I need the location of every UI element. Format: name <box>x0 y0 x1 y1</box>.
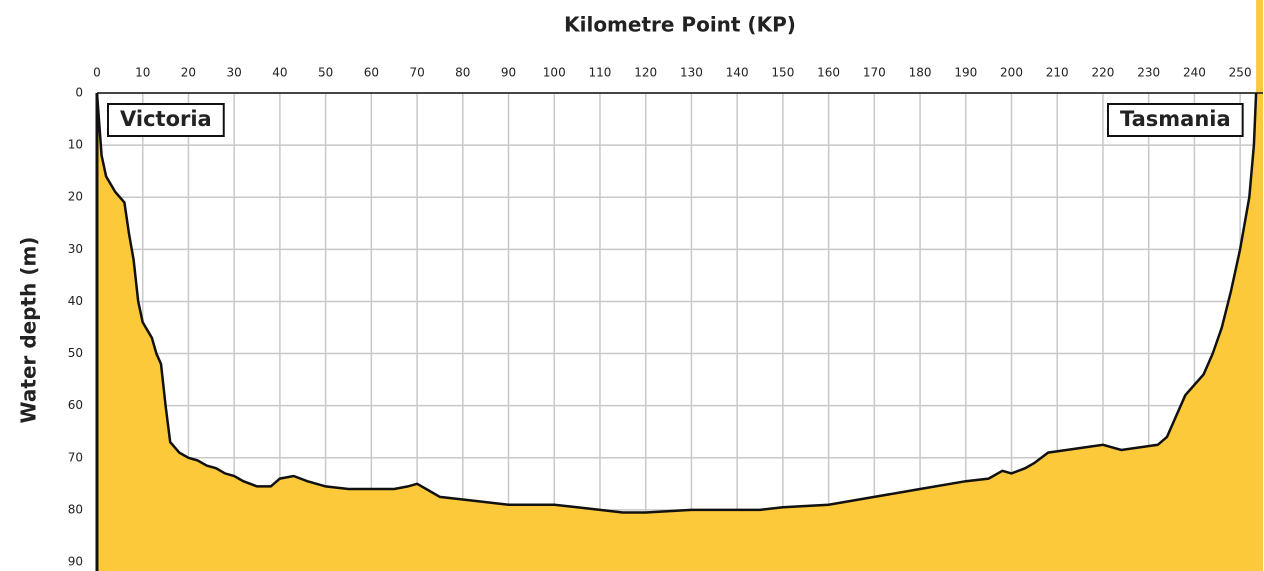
x-tick-label: 50 <box>318 66 333 80</box>
x-tick-label: 170 <box>863 66 886 80</box>
y-tick-label: 70 <box>68 450 83 464</box>
x-tick-label: 90 <box>501 66 516 80</box>
x-tick-label: 70 <box>409 66 424 80</box>
x-tick-label: 120 <box>634 66 657 80</box>
x-tick-label: 150 <box>771 66 794 80</box>
x-tick-label: 40 <box>272 66 287 80</box>
x-tick-label: 240 <box>1183 66 1206 80</box>
y-tick-label: 50 <box>68 346 83 360</box>
area-fill <box>97 0 1263 571</box>
y-tick-label: 30 <box>68 242 83 256</box>
annotation-box <box>1107 103 1244 137</box>
annotation: Victoria <box>120 107 212 131</box>
y-tick-label: 0 <box>75 86 83 100</box>
x-tick-label: 180 <box>909 66 932 80</box>
annotation: Tasmania <box>1120 107 1231 131</box>
y-tick-label: 20 <box>68 190 83 204</box>
y-axis-label: Water depth (m) <box>17 237 41 424</box>
chart-title: Kilometre Point (KP) <box>564 13 796 37</box>
x-tick-label: 110 <box>589 66 612 80</box>
x-tick-label: 220 <box>1092 66 1115 80</box>
x-tick-label: 20 <box>181 66 196 80</box>
x-tick-label: 210 <box>1046 66 1069 80</box>
x-tick-label: 30 <box>227 66 242 80</box>
x-tick-label: 200 <box>1000 66 1023 80</box>
annotation-box <box>107 103 225 137</box>
x-tick-label: 250 <box>1229 66 1252 80</box>
x-tick-label: 140 <box>726 66 749 80</box>
y-tick-label: 40 <box>68 294 83 308</box>
x-tick-label: 230 <box>1137 66 1160 80</box>
x-tick-label: 190 <box>954 66 977 80</box>
area-line <box>95 92 1258 514</box>
y-tick-label: 10 <box>68 138 83 152</box>
x-tick-label: 100 <box>543 66 566 80</box>
x-tick-label: 0 <box>93 66 101 80</box>
x-tick-label: 60 <box>364 66 379 80</box>
x-tick-label: 10 <box>135 66 150 80</box>
y-tick-label: 60 <box>68 398 83 412</box>
y-tick-label: 90 <box>68 555 83 569</box>
x-tick-label: 160 <box>817 66 840 80</box>
y-tick-label: 80 <box>68 502 83 516</box>
x-tick-label: 130 <box>680 66 703 80</box>
x-tick-label: 80 <box>455 66 470 80</box>
